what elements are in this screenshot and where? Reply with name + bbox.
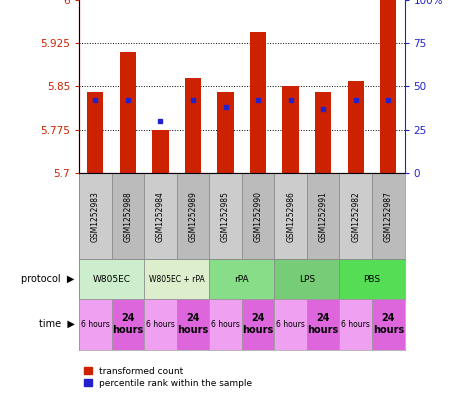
Text: 24
hours: 24 hours (307, 314, 339, 335)
Bar (112, 173, 144, 259)
Bar (347, 81, 364, 173)
Text: 24
hours: 24 hours (242, 314, 274, 335)
Bar (372, 299, 405, 350)
Text: W805EC + rPA: W805EC + rPA (149, 275, 205, 283)
Text: 24
hours: 24 hours (112, 314, 144, 335)
Text: time  ▶: time ▶ (39, 319, 74, 329)
Text: 6 hours: 6 hours (81, 320, 110, 329)
Bar (177, 299, 209, 350)
Text: GSM1252983: GSM1252983 (91, 191, 100, 242)
Text: LPS: LPS (299, 275, 315, 283)
Bar (339, 259, 405, 299)
Text: GSM1252990: GSM1252990 (253, 191, 263, 242)
Bar (177, 173, 209, 259)
Bar (209, 259, 274, 299)
Bar (339, 173, 372, 259)
Bar (339, 299, 372, 350)
Bar (79, 299, 112, 350)
Bar (274, 299, 307, 350)
Bar (112, 299, 144, 350)
Bar (307, 299, 339, 350)
Bar (250, 32, 266, 173)
Text: GSM1252984: GSM1252984 (156, 191, 165, 242)
Text: GSM1252985: GSM1252985 (221, 191, 230, 242)
Text: GSM1252988: GSM1252988 (123, 191, 133, 242)
Text: 24
hours: 24 hours (177, 314, 209, 335)
Bar (185, 78, 201, 173)
Legend: transformed count, percentile rank within the sample: transformed count, percentile rank withi… (84, 366, 253, 389)
Bar (372, 173, 405, 259)
Bar (217, 92, 233, 173)
Bar (144, 299, 177, 350)
Text: GSM1252989: GSM1252989 (188, 191, 198, 242)
Bar (209, 173, 242, 259)
Bar (87, 92, 103, 173)
Text: protocol  ▶: protocol ▶ (21, 274, 74, 284)
Text: 6 hours: 6 hours (211, 320, 240, 329)
Bar (242, 173, 274, 259)
Text: GSM1252986: GSM1252986 (286, 191, 295, 242)
Text: 6 hours: 6 hours (276, 320, 305, 329)
Text: GSM1252982: GSM1252982 (351, 191, 360, 242)
Bar (242, 299, 274, 350)
Text: PBS: PBS (364, 275, 380, 283)
Text: 6 hours: 6 hours (341, 320, 370, 329)
Bar (380, 0, 396, 173)
Bar (307, 173, 339, 259)
Bar (79, 173, 112, 259)
Text: GSM1252991: GSM1252991 (319, 191, 328, 242)
Text: 24
hours: 24 hours (372, 314, 404, 335)
Text: GSM1252987: GSM1252987 (384, 191, 393, 242)
Bar (315, 92, 331, 173)
Text: 6 hours: 6 hours (146, 320, 175, 329)
Bar (274, 173, 307, 259)
Text: rPA: rPA (234, 275, 249, 283)
Bar (79, 259, 144, 299)
Bar (209, 299, 242, 350)
Bar (152, 130, 168, 173)
Bar (144, 259, 209, 299)
Bar (144, 173, 177, 259)
Text: W805EC: W805EC (93, 275, 131, 283)
Bar (282, 86, 299, 173)
Bar (274, 259, 339, 299)
Bar (120, 52, 136, 173)
